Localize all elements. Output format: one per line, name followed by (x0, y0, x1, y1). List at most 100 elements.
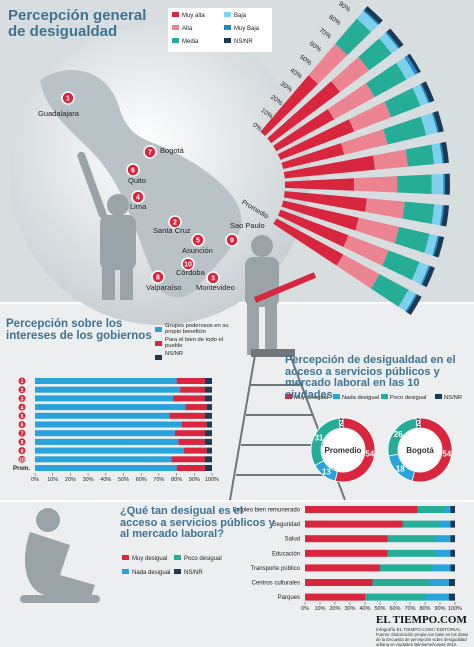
x-tick-label: 30% (344, 606, 355, 612)
x-tick-label: 50% (374, 606, 385, 612)
x-tick-label: 50% (118, 477, 129, 483)
city-marker (126, 163, 140, 177)
city-name: Lima (130, 202, 147, 211)
bar-segment (417, 506, 445, 513)
y-tick-label: 3 (21, 397, 24, 403)
x-tick-label: 100% (448, 606, 462, 612)
bar-segment (450, 549, 455, 557)
x-tick-label: 80% (419, 606, 430, 612)
city-number: 4 (136, 195, 140, 202)
donut-name: Promedio (325, 446, 362, 455)
city-number: 2 (173, 220, 177, 227)
legend-label: Poco desigual (390, 395, 426, 401)
bar-segment (204, 378, 212, 384)
category-marker (18, 438, 26, 446)
legend-swatch (381, 394, 388, 399)
city-name: Montevideo (196, 283, 235, 292)
radial-bar-segment (340, 129, 388, 155)
city-number: 10 (184, 262, 192, 269)
x-tick-label: 80% (171, 477, 182, 483)
radial-bar-segment (308, 43, 348, 85)
radial-bar-segment (278, 209, 349, 248)
bar-segment (387, 549, 436, 557)
figure-painter (77, 151, 136, 300)
radial-bar-segment (335, 18, 372, 56)
x-tick-label: 20% (329, 606, 340, 612)
radial-bar-segment (396, 174, 432, 194)
y-tick-label: Salud (285, 537, 300, 543)
radial-bar-segment (354, 176, 398, 193)
city-marker (206, 271, 220, 285)
radial-bar-segment (411, 261, 429, 285)
figure-sitting (20, 508, 100, 603)
radial-bar-segment (424, 233, 438, 256)
donut-value-label: 2 (339, 419, 344, 428)
y-tick-label: 7 (21, 431, 24, 437)
bar-segment (176, 465, 205, 471)
category-marker (18, 386, 26, 394)
radial-bar-segment (363, 9, 380, 26)
x-tick-label: 60% (136, 477, 147, 483)
radial-bar-segment (439, 205, 445, 226)
bar-segment (305, 579, 373, 586)
radial-bar-segment (394, 226, 430, 253)
x-tick-label: 70% (153, 477, 164, 483)
legend-swatch (172, 25, 179, 30)
bar-segment (450, 506, 455, 513)
bar-segment (305, 564, 380, 572)
y-tick-label: 6 (21, 423, 24, 429)
x-tick-label: 0% (301, 606, 309, 612)
radial-bar-segment (336, 254, 380, 289)
legend-label: Baja (234, 13, 247, 19)
bar-segment (35, 430, 175, 437)
x-tick-label: 0% (31, 477, 39, 483)
radial-bar-segment (443, 173, 446, 195)
legend-swatch (435, 394, 442, 399)
legend-label: NS/NR (165, 351, 184, 357)
bar-segment (380, 564, 433, 572)
bar-segment (174, 430, 205, 437)
city-number: 6 (131, 168, 135, 175)
radial-bar-segment (373, 149, 408, 170)
bar-segment (169, 412, 205, 419)
section-title: ¿Qué tan desigual es el acceso a servici… (120, 505, 275, 541)
city-marker (151, 270, 165, 284)
legend-swatch (122, 569, 129, 574)
radial-bar-segment (281, 143, 345, 169)
y-tick-label: Empleo bien remunerado (233, 508, 301, 514)
city-name: Córdoba (176, 268, 206, 277)
legend-label: Alta (182, 26, 193, 32)
bar-segment (435, 549, 451, 557)
bar-segment (35, 395, 174, 402)
y-tick-label: Transporte público (251, 566, 301, 572)
figure-ladder-man (245, 235, 317, 355)
bar-segment (35, 465, 177, 471)
x-tick-label: 60% (389, 606, 400, 612)
brand: EL TIEMPO.COM (376, 614, 467, 626)
x-tick-label: 10% (314, 606, 325, 612)
radial-bar-segment (405, 144, 435, 167)
bar-segment (35, 447, 184, 454)
category-marker (18, 412, 26, 420)
bar-segment (305, 506, 418, 513)
continent (40, 70, 242, 298)
donut-hole (322, 429, 364, 471)
legend-swatch (224, 25, 231, 30)
bar-segment (180, 386, 205, 393)
radial-bar-segment (404, 55, 418, 75)
legend-swatch (224, 38, 231, 43)
donut-name: Bogotá (406, 446, 434, 455)
radial-bar-segment (433, 236, 445, 258)
bar-segment (204, 438, 212, 445)
legend-text-box: Para el bien de todo el pueblo (165, 337, 223, 349)
city-marker (191, 233, 205, 247)
x-tick-label: 90% (434, 606, 445, 612)
y-tick-label: Parques (278, 595, 300, 601)
radial-bar-segment (383, 116, 427, 145)
legend-swatch (172, 38, 179, 43)
radial-bar-segment (412, 84, 429, 107)
legend-swatch (285, 394, 292, 399)
x-tick-label: 20% (65, 477, 76, 483)
radial-bar-segment (439, 142, 445, 164)
